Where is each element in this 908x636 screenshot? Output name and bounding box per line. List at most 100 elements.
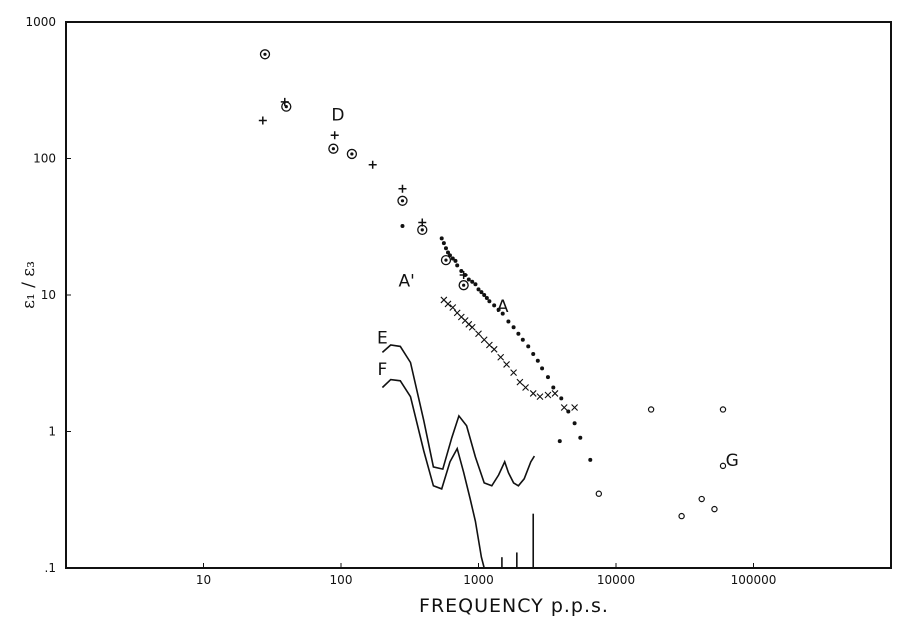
- series-a-point: [559, 396, 564, 401]
- series-g-point: [719, 406, 727, 413]
- series-a-point: [516, 378, 524, 386]
- series-d-point: [368, 160, 377, 169]
- series-a-point: [449, 304, 457, 311]
- series-a-point: [441, 241, 446, 246]
- point-center: [444, 258, 448, 262]
- series-a-point: [536, 393, 544, 401]
- series-d-point: [418, 218, 427, 227]
- series-a-point: [455, 263, 460, 268]
- point-center: [420, 228, 424, 232]
- series-d-point: [328, 143, 339, 154]
- annotation-label: G: [726, 451, 739, 471]
- series-d-point: [330, 131, 339, 140]
- series-d-point: [397, 195, 408, 206]
- y-axis-title: ε₁ / ε₃: [19, 261, 39, 309]
- series-a-point: [453, 258, 458, 263]
- series-a-point: [500, 311, 505, 316]
- series-a-point: [492, 303, 497, 308]
- series-g-point: [595, 490, 603, 497]
- x-tick-label: 100000: [731, 573, 777, 587]
- series-a-point: [459, 268, 464, 273]
- points-layer: [258, 49, 727, 520]
- series-a-point: [475, 330, 482, 338]
- series-a-point: [526, 344, 531, 349]
- y-tick-label: 10: [41, 288, 56, 302]
- series-a-point: [516, 331, 521, 336]
- series-a-point: [468, 323, 476, 331]
- x-tick-label: 100: [330, 573, 353, 587]
- series-d-point: [458, 280, 469, 291]
- annotation-label: E: [377, 329, 388, 349]
- x-tick-label: 1000: [463, 573, 494, 587]
- series-a-point: [470, 279, 475, 284]
- series-a-point: [588, 457, 593, 462]
- series-a-point: [544, 391, 552, 399]
- series-a-point: [557, 439, 562, 444]
- point-center: [350, 152, 354, 156]
- point-ring: [346, 148, 358, 160]
- annotation-label: A': [398, 272, 414, 292]
- series-d-point: [280, 97, 289, 106]
- annotation-layer: D A A' EF G: [331, 105, 738, 470]
- series-a-point: [450, 256, 455, 261]
- series-d-point: [440, 255, 452, 266]
- series-g-point: [719, 462, 727, 470]
- series-a-point: [520, 337, 525, 342]
- y-tick-label: 1: [48, 425, 56, 439]
- x-tick-label: 10: [196, 573, 211, 587]
- series-a-point: [522, 384, 529, 391]
- series-a-point: [572, 421, 577, 426]
- series-a-point: [506, 319, 511, 324]
- series-a-point: [551, 390, 559, 397]
- y-tick-label: 100: [33, 152, 56, 166]
- series-a-point: [510, 369, 517, 377]
- point-ring: [259, 49, 271, 60]
- series-a-point: [476, 287, 481, 292]
- series-a-point: [445, 250, 450, 255]
- series-d-point: [417, 224, 428, 236]
- plot-frame: [65, 21, 892, 569]
- series-a-point: [439, 236, 444, 241]
- series-d-point: [281, 101, 292, 112]
- point-center: [400, 199, 405, 203]
- point-center: [331, 147, 335, 151]
- point-ring: [440, 255, 452, 266]
- series-a-point: [479, 290, 484, 295]
- series-g-point: [678, 512, 685, 520]
- ticks-layer: 10 100 1000 10000 100000 .1 1 10 100 1000: [25, 15, 776, 587]
- series-a-point: [447, 253, 452, 258]
- series-g-point: [698, 495, 705, 503]
- series-g-point: [711, 505, 718, 513]
- series-a-point: [496, 307, 501, 312]
- point-ring: [397, 195, 408, 206]
- series-a-point: [443, 246, 448, 251]
- point-center: [263, 52, 267, 56]
- series-a-point: [566, 409, 571, 414]
- series-a-point: [560, 404, 568, 411]
- series-a-point: [463, 273, 468, 278]
- series-d-point: [259, 49, 271, 60]
- series-a-point: [578, 435, 583, 440]
- series-a-point: [497, 353, 505, 361]
- series-a-point: [444, 300, 452, 308]
- point-ring: [328, 143, 339, 154]
- series-a-point: [487, 299, 492, 304]
- series-e-curve: [381, 344, 536, 487]
- series-d-point: [346, 148, 358, 160]
- series-a-point: [571, 404, 578, 411]
- series-d-point: [258, 116, 267, 125]
- series-a-point: [503, 361, 510, 368]
- series-a-point: [466, 277, 471, 282]
- x-tick-label: 10000: [597, 573, 635, 587]
- series-a-point: [482, 293, 487, 297]
- series-a-point: [490, 345, 498, 353]
- series-a-point: [400, 224, 405, 229]
- y-tick-label: 1000: [25, 15, 56, 29]
- point-ring: [458, 280, 469, 291]
- series-d-point: [398, 184, 407, 193]
- series-g-point: [647, 406, 655, 413]
- series-a-point: [511, 325, 516, 330]
- annotation-label: D: [331, 105, 344, 125]
- annotation-label: F: [378, 360, 388, 380]
